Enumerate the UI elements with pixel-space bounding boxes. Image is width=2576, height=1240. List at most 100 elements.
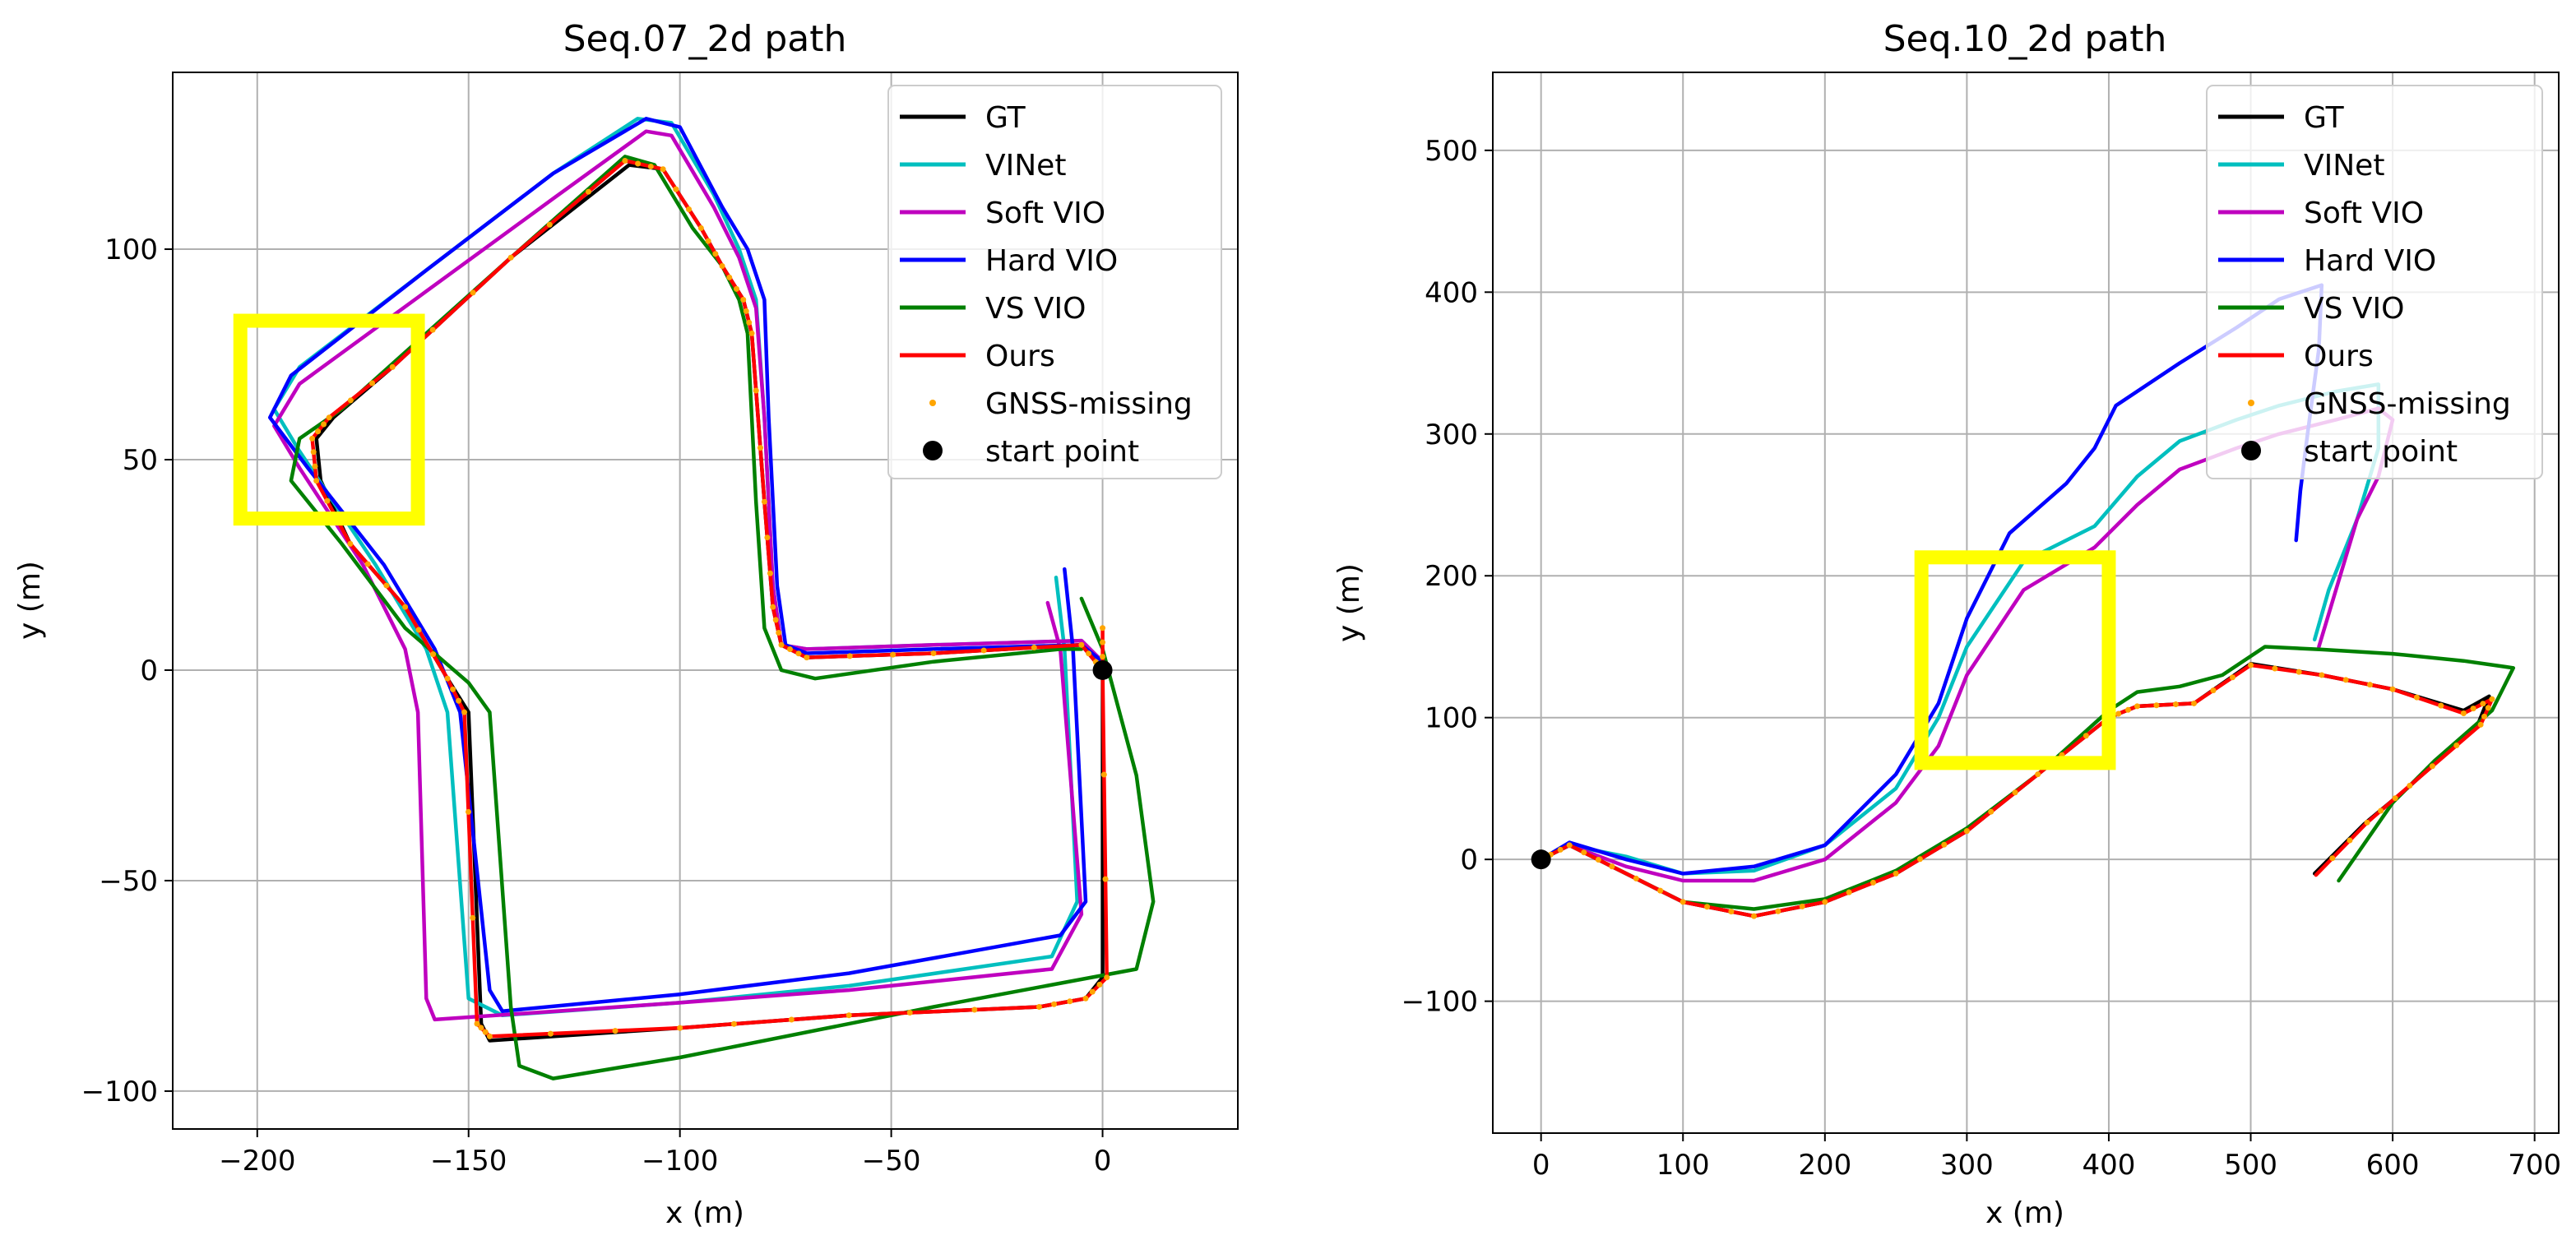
y-tick-label: 400: [1425, 276, 1478, 309]
x-axis-label: x (m): [1985, 1196, 2064, 1230]
gnss-missing-marker: [1595, 856, 1601, 863]
gnss-missing-marker: [2012, 789, 2018, 796]
plot-frame: [1492, 72, 2560, 1134]
y-tick-label: 0: [140, 655, 158, 687]
gnss-missing-marker: [2342, 677, 2349, 683]
legend-entry-vinet: VINet: [2218, 149, 2384, 183]
legend-label: Ours: [985, 340, 1055, 373]
gnss-missing-marker: [1657, 887, 1664, 894]
legend-entry-start-point: start point: [923, 435, 1139, 469]
gnss-missing-marker: [312, 463, 318, 470]
gnss-missing-marker: [748, 330, 755, 336]
y-tick-label: 0: [1460, 844, 1478, 877]
gnss-missing-marker: [1704, 904, 1711, 910]
gnss-missing-marker: [456, 697, 462, 704]
gnss-missing-marker: [2364, 819, 2370, 826]
gnss-missing-marker: [2190, 700, 2197, 706]
legend-entry-vinet: VINet: [900, 149, 1066, 183]
gnss-missing-marker: [647, 163, 654, 169]
gnss-missing-marker: [1941, 841, 1948, 848]
gnss-missing-marker: [389, 363, 396, 370]
gnss-missing-marker: [758, 445, 764, 451]
gnss-missing-marker: [1822, 899, 1828, 905]
gnss-missing-marker: [2413, 694, 2420, 701]
legend-entry-gnss-missing: GNSS-missing: [2248, 387, 2511, 421]
gnss-missing-marker: [622, 158, 628, 164]
gnss-missing-marker: [347, 397, 354, 404]
legend-entry-ours: Ours: [900, 340, 1055, 373]
gnss-missing-marker: [2115, 710, 2122, 717]
highlight-box: [233, 313, 425, 526]
gnss-missing-marker: [2438, 702, 2444, 709]
gnss-missing-marker: [1100, 771, 1107, 778]
gnss-missing-marker: [726, 274, 733, 280]
gnss-missing-marker: [686, 206, 693, 212]
gnss-missing-marker: [310, 449, 317, 456]
legend-label: Soft VIO: [2304, 197, 2424, 230]
legend-label: VINet: [2304, 149, 2384, 183]
gnss-missing-marker: [347, 540, 354, 547]
legend-label: VINet: [985, 149, 1066, 183]
gnss-missing-marker: [450, 686, 456, 692]
gnss-missing-marker: [980, 647, 987, 654]
gnss-missing-marker: [930, 650, 937, 656]
gnss-missing-marker: [1100, 625, 1106, 632]
y-tick-label: 200: [1425, 560, 1478, 593]
legend-label: GT: [985, 101, 1026, 135]
highlight-box-group: [233, 313, 425, 526]
gnss-missing-marker: [743, 308, 749, 314]
x-tick-label: 100: [1656, 1149, 1710, 1182]
gnss-missing-marker: [313, 478, 320, 484]
gnss-missing-marker: [547, 1030, 554, 1037]
y-tick-label: 50: [123, 444, 158, 477]
gnss-missing-marker: [1799, 903, 1805, 909]
gnss-missing-marker: [1104, 974, 1110, 981]
gnss-missing-marker: [2480, 701, 2486, 707]
gnss-missing-marker: [906, 1009, 913, 1016]
legend-entry-hard-vio: Hard VIO: [900, 244, 1118, 278]
gnss-missing-marker: [429, 326, 436, 333]
gnss-missing-marker: [767, 570, 773, 576]
legend-marker: [2241, 441, 2261, 460]
legend-entry-soft-vio: Soft VIO: [2218, 197, 2424, 230]
legend-label: Soft VIO: [985, 197, 1105, 230]
gnss-missing-marker: [1566, 842, 1573, 849]
highlight-box: [1914, 550, 2116, 770]
gnss-missing-marker: [697, 224, 704, 231]
gnss-missing-marker: [740, 296, 747, 303]
legend-box: [887, 85, 1222, 479]
gnss-missing-marker: [2453, 743, 2460, 749]
gnss-missing-marker: [2485, 705, 2491, 711]
gnss-missing-marker: [2460, 710, 2467, 717]
gnss-missing-marker: [470, 914, 476, 921]
gnss-missing-marker: [1082, 995, 1089, 1002]
series-line-vs-vio: [1539, 645, 2516, 911]
gnss-missing-marker: [734, 285, 740, 292]
legend-label: Ours: [2304, 340, 2374, 373]
gnss-missing-marker: [2124, 706, 2131, 713]
gnss-missing-marker: [309, 435, 316, 442]
tick-labels: −200 −150 −100 −50 0 −100 −50 0 50 100: [81, 234, 1112, 1178]
gnss-missing-marker: [430, 651, 437, 658]
gnss-missing-marker: [466, 808, 472, 815]
gnss-missing-marker: [2296, 669, 2302, 675]
gnss-missing-marker: [2248, 662, 2254, 669]
x-tick-label: −50: [862, 1145, 921, 1178]
gnss-missing-marker: [1988, 808, 1995, 815]
gnss-missing-marker: [1031, 645, 1037, 651]
gnss-missing-marker: [1067, 998, 1073, 1005]
gnss-missing-marker: [585, 188, 591, 195]
gnss-missing-marker: [1100, 639, 1106, 645]
start-point-marker: [1092, 659, 1113, 680]
legend-label: Hard VIO: [985, 244, 1118, 278]
gnss-missing-marker: [324, 497, 331, 504]
gnss-missing-marker: [415, 627, 422, 633]
gnss-missing-marker: [2470, 706, 2476, 712]
gnss-missing-marker: [1751, 913, 1758, 919]
y-tick-label: −100: [1402, 986, 1478, 1019]
legend-entry-vs-vio: VS VIO: [2218, 292, 2405, 326]
gnss-missing-marker: [746, 319, 753, 326]
gnss-missing-marker: [2153, 702, 2160, 709]
gnss-missing-marker: [673, 186, 679, 192]
y-tick-label: −50: [99, 865, 158, 898]
